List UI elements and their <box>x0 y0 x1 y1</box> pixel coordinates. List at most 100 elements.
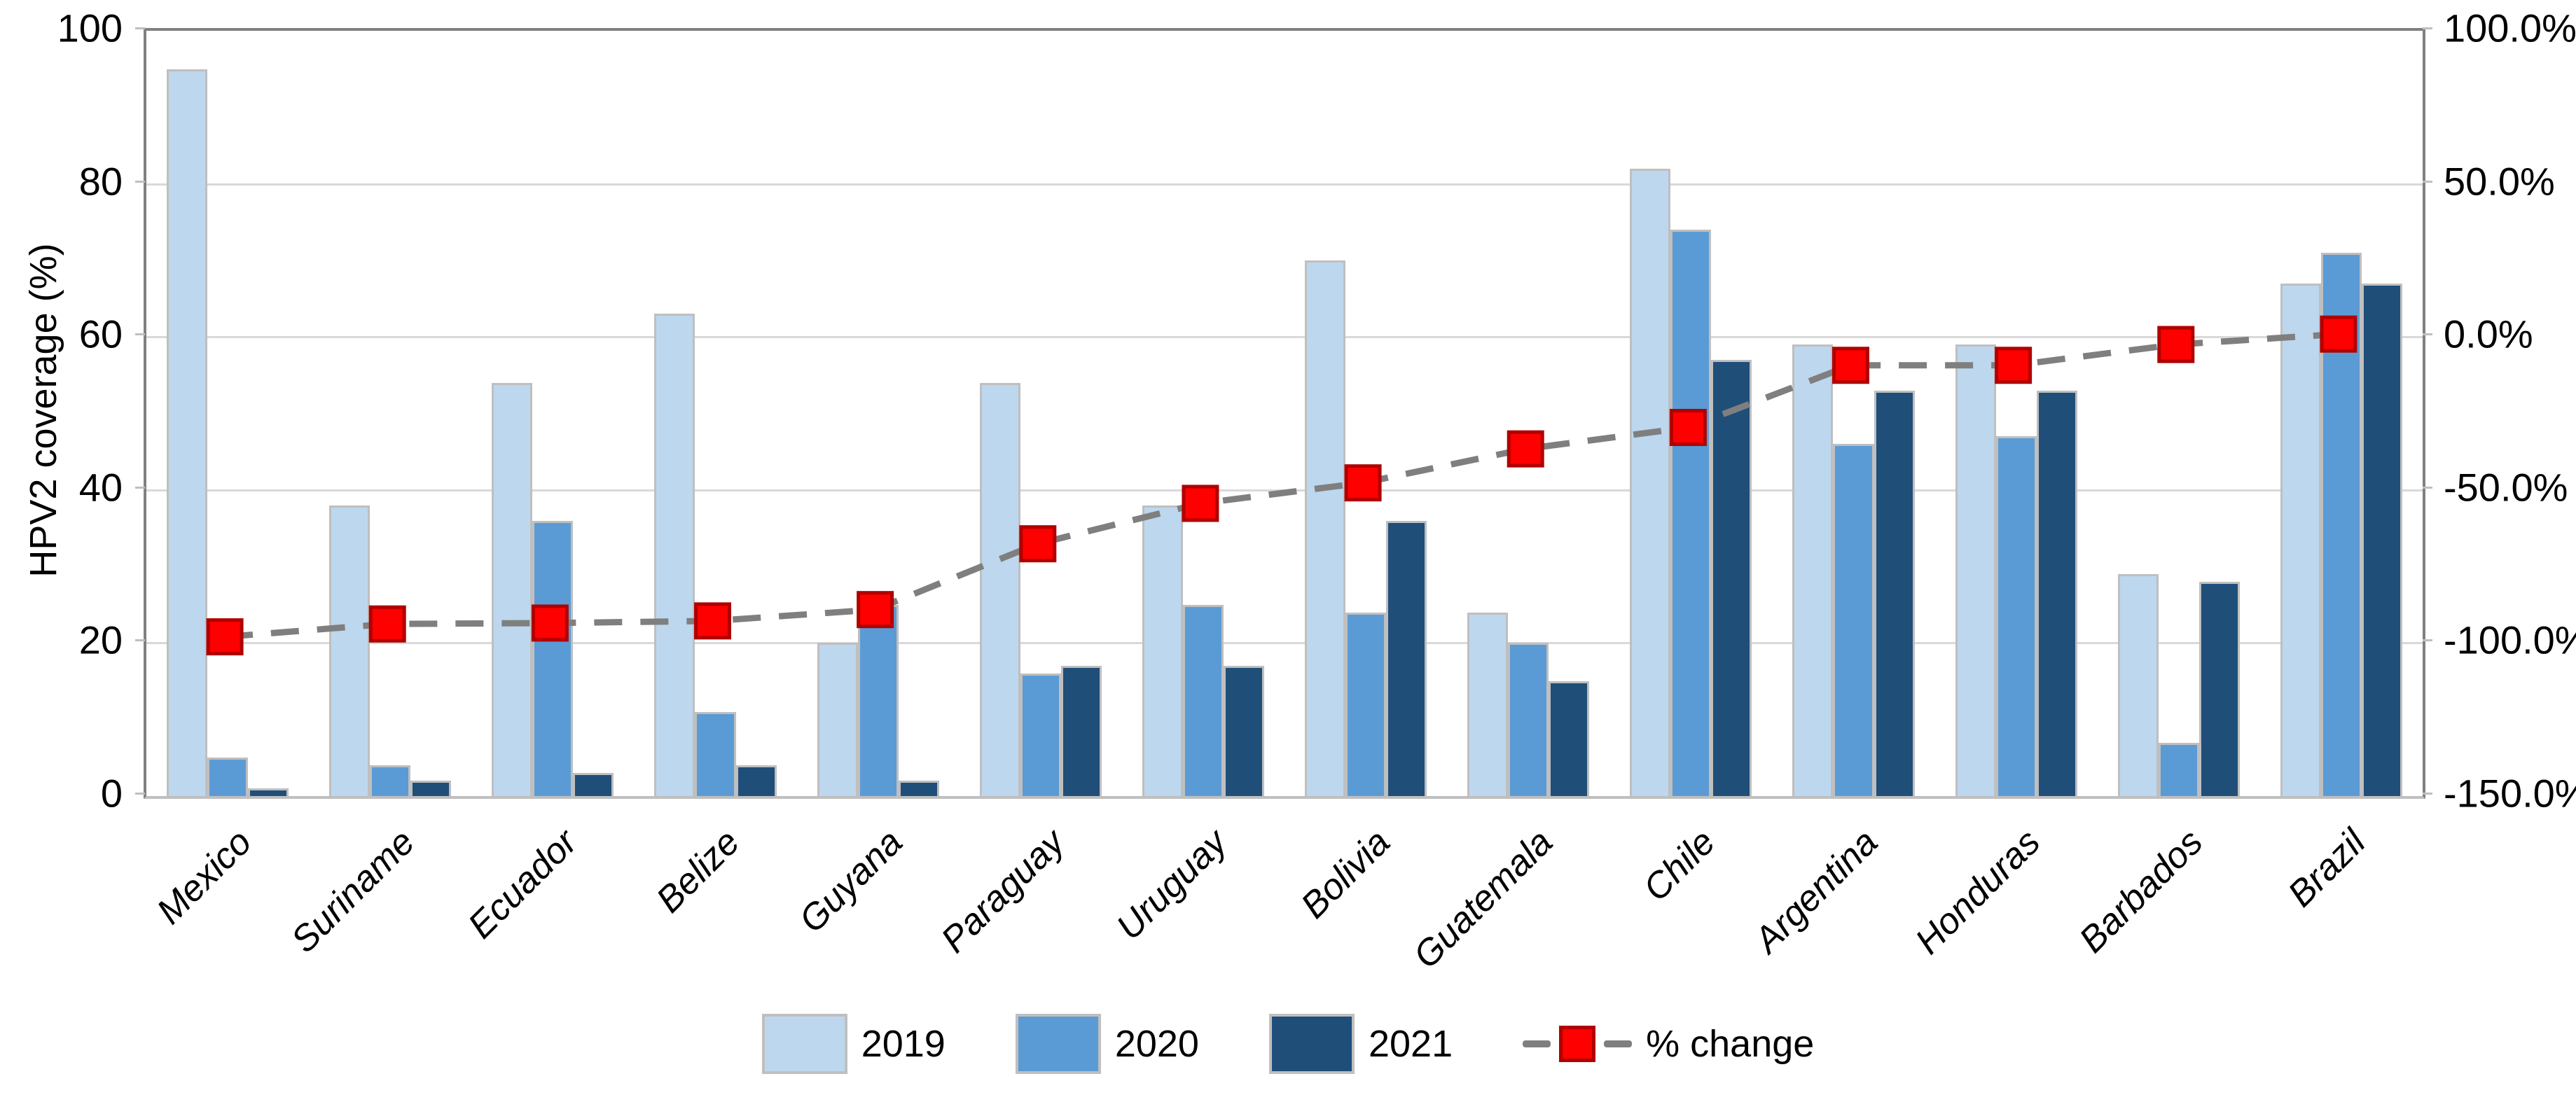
bar-2020-paraguay <box>1020 674 1061 796</box>
x-axis-label-barbados: Barbados <box>2072 821 2211 961</box>
left-axis-tick-label: 40 <box>78 465 123 510</box>
bar-2020-brazil <box>2320 252 2362 796</box>
bar-group-bolivia <box>1305 260 1427 796</box>
legend-swatch-2019 <box>761 1014 847 1074</box>
bar-2021-uruguay <box>1223 666 1264 796</box>
bar-group-suriname <box>329 505 452 796</box>
bar-2021-brazil <box>2361 283 2402 796</box>
legend-label-2021: 2021 <box>1368 1023 1453 1065</box>
left-axis-tick <box>135 486 145 489</box>
x-axis-label-suriname: Suriname <box>283 821 422 961</box>
legend-label-2020: 2020 <box>1114 1023 1199 1065</box>
bar-2021-guyana <box>898 781 939 796</box>
bar-2019-barbados <box>2117 574 2159 796</box>
y-axis-title: HPV2 coverage (%) <box>22 243 64 578</box>
right-axis-tick-label: -150.0% <box>2444 771 2576 816</box>
left-axis-tick-label: 0 <box>100 771 123 816</box>
bar-2019-guatemala <box>1467 612 1509 796</box>
legend-item--change: % change <box>1523 1022 1814 1066</box>
right-axis-tick-label: -50.0% <box>2444 465 2568 510</box>
bar-2021-guatemala <box>1549 681 1590 796</box>
bar-2020-uruguay <box>1182 604 1224 796</box>
x-axis-label-honduras: Honduras <box>1907 821 2049 963</box>
bar-2020-guyana <box>857 604 899 796</box>
x-axis-label-bolivia: Bolivia <box>1293 821 1398 927</box>
bar-2019-uruguay <box>1142 505 1183 796</box>
left-axis-tick <box>135 180 145 183</box>
bar-2019-belize <box>654 314 695 796</box>
bar-2019-chile <box>1630 168 1671 796</box>
x-axis-label-guyana: Guyana <box>791 821 910 941</box>
bar-group-argentina <box>1792 344 1915 796</box>
bar-2020-mexico <box>207 758 249 796</box>
left-axis-tick-label: 80 <box>78 159 123 204</box>
x-axis-label-chile: Chile <box>1635 821 1724 909</box>
bar-2021-bolivia <box>1386 520 1427 796</box>
bar-2021-ecuador <box>573 773 614 796</box>
dash-icon <box>1523 1040 1551 1047</box>
left-axis-tick <box>135 639 145 642</box>
legend-item-2019: 2019 <box>761 1014 946 1074</box>
bar-2020-argentina <box>1833 444 1874 796</box>
bar-2020-chile <box>1670 230 1712 796</box>
bar-2021-suriname <box>410 781 452 796</box>
bar-group-guatemala <box>1467 612 1590 796</box>
bar-2019-ecuador <box>492 382 533 796</box>
red-square-icon <box>1559 1026 1596 1062</box>
bar-2020-suriname <box>370 765 411 796</box>
left-axis-tick <box>135 333 145 336</box>
bar-2019-bolivia <box>1305 260 1346 796</box>
right-axis-tick <box>2423 27 2432 29</box>
x-axis-label-uruguay: Uruguay <box>1109 821 1235 948</box>
bar-2021-mexico <box>248 788 289 796</box>
left-axis-tick <box>135 27 145 29</box>
right-axis-tick <box>2423 486 2432 489</box>
bar-2020-guatemala <box>1508 643 1549 796</box>
left-axis-tick <box>135 793 145 795</box>
bar-group-guyana <box>817 604 939 796</box>
right-axis-tick-label: -100.0% <box>2444 618 2576 662</box>
gridline <box>146 642 2423 645</box>
bar-2019-argentina <box>1792 344 1834 796</box>
gridline <box>146 183 2423 186</box>
bar-2020-barbados <box>2158 742 2199 796</box>
legend-swatch-2021 <box>1268 1014 1355 1074</box>
legend-item-2021: 2021 <box>1268 1014 1453 1074</box>
x-axis-label-paraguay: Paraguay <box>934 821 1073 961</box>
bar-2021-belize <box>735 765 777 796</box>
dash-icon <box>1604 1040 1633 1047</box>
right-axis-tick-label: 0.0% <box>2444 312 2533 356</box>
bar-group-barbados <box>2117 574 2240 796</box>
left-axis-tick-label: 20 <box>78 618 123 662</box>
x-axis-label-belize: Belize <box>649 821 748 921</box>
left-axis-tick-label: 60 <box>78 312 123 356</box>
bar-2020-bolivia <box>1345 612 1387 796</box>
legend-label--change: % change <box>1646 1023 1815 1065</box>
bar-2019-mexico <box>167 69 208 796</box>
gridline <box>146 336 2423 339</box>
chart-legend: 2019 2020 2021 % change <box>0 1014 2576 1074</box>
plot-area <box>144 28 2425 799</box>
right-axis-tick-label: 50.0% <box>2444 159 2555 204</box>
bar-group-chile <box>1630 168 1752 796</box>
x-axis-label-brazil: Brazil <box>2280 821 2374 915</box>
legend-item-2020: 2020 <box>1015 1014 1199 1074</box>
bar-2019-guyana <box>817 643 858 796</box>
bar-2021-honduras <box>2036 390 2077 796</box>
bar-2020-belize <box>695 711 736 796</box>
right-axis-tick <box>2423 639 2432 642</box>
right-axis-tick <box>2423 793 2432 795</box>
bar-2019-paraguay <box>979 382 1020 796</box>
bar-group-honduras <box>1955 344 2077 796</box>
legend-swatch-2020 <box>1015 1014 1101 1074</box>
x-axis-label-argentina: Argentina <box>1746 821 1886 961</box>
gridline <box>146 489 2423 491</box>
right-axis-tick <box>2423 180 2432 183</box>
x-axis-label-ecuador: Ecuador <box>460 821 586 947</box>
bar-group-uruguay <box>1142 505 1264 796</box>
legend-pct-change-marker-icon <box>1523 1026 1633 1062</box>
right-axis-tick-label: 100.0% <box>2444 6 2576 50</box>
bar-2021-chile <box>1711 360 1752 796</box>
bar-2020-honduras <box>1995 436 2037 796</box>
